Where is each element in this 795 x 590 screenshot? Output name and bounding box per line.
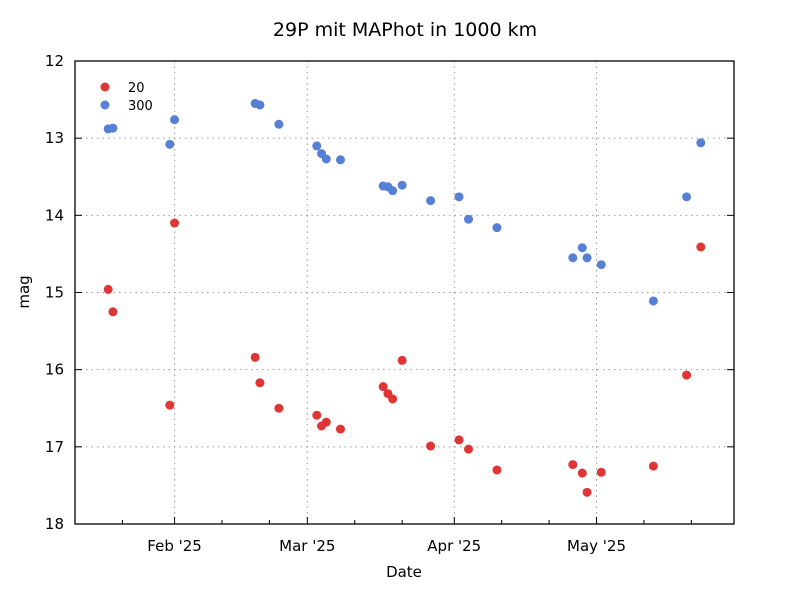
data-point-20	[108, 307, 118, 317]
y-tick-label: 17	[45, 438, 64, 456]
data-point-300	[312, 141, 322, 151]
data-point-300	[648, 296, 658, 306]
data-point-20	[170, 218, 180, 228]
data-point-20	[454, 435, 464, 445]
data-point-20	[321, 417, 331, 427]
y-axis-label: mag	[15, 275, 33, 308]
data-point-20	[682, 370, 692, 380]
data-point-20	[464, 444, 474, 454]
y-tick-label: 12	[45, 52, 64, 70]
data-point-20	[577, 468, 587, 478]
data-point-300	[335, 155, 345, 165]
y-tick-label: 13	[45, 129, 64, 147]
data-point-300	[464, 214, 474, 224]
data-point-300	[596, 260, 606, 270]
legend-marker-300	[100, 100, 110, 110]
chart-title: 29P mit MAPhot in 1000 km	[273, 19, 537, 41]
data-point-300	[454, 192, 464, 202]
data-point-300	[397, 180, 407, 190]
data-point-300	[582, 253, 592, 263]
data-point-300	[426, 196, 436, 206]
data-point-300	[388, 186, 398, 196]
data-point-300	[108, 123, 118, 133]
data-point-20	[568, 460, 578, 470]
x-tick-label: Mar '25	[279, 537, 335, 555]
data-point-300	[492, 223, 502, 233]
data-point-20	[274, 403, 284, 413]
legend-marker-20	[100, 82, 110, 92]
x-tick-label: Feb '25	[147, 537, 202, 555]
data-point-20	[335, 424, 345, 434]
x-tick-label: Apr '25	[427, 537, 481, 555]
legend: 20 300	[100, 81, 153, 114]
data-points	[103, 98, 706, 497]
legend-label-20: 20	[128, 81, 145, 96]
data-point-20	[378, 382, 388, 392]
data-point-300	[274, 119, 284, 129]
y-tick-label: 14	[45, 206, 64, 224]
data-point-20	[103, 284, 113, 294]
data-point-20	[250, 352, 260, 362]
legend-label-300: 300	[128, 99, 153, 114]
y-tick-label: 18	[45, 515, 64, 533]
y-tick-label: 15	[45, 284, 64, 302]
data-point-300	[255, 100, 265, 110]
x-axis-label: Date	[386, 563, 422, 581]
data-point-20	[255, 378, 265, 388]
data-point-300	[568, 253, 578, 263]
plot-frame	[74, 60, 735, 525]
data-point-20	[165, 400, 175, 410]
axis-ticks: Feb '25 Mar '25 Apr '25 May '25 12 13 14 15 16 17…	[45, 52, 734, 555]
data-point-20	[696, 242, 706, 252]
data-point-20	[648, 461, 658, 471]
data-point-300	[577, 243, 587, 253]
data-point-300	[682, 192, 692, 202]
data-point-300	[696, 138, 706, 148]
data-point-20	[397, 355, 407, 365]
data-point-300	[170, 115, 180, 125]
data-point-20	[596, 467, 606, 477]
y-tick-label: 16	[45, 361, 64, 379]
grid	[75, 61, 734, 524]
x-tick-label: May '25	[567, 537, 626, 555]
data-point-300	[321, 154, 331, 164]
data-point-20	[426, 441, 436, 451]
data-point-20	[492, 465, 502, 475]
data-point-20	[582, 487, 592, 497]
data-point-300	[165, 139, 175, 149]
data-point-20	[312, 410, 322, 420]
data-point-20	[388, 394, 398, 404]
